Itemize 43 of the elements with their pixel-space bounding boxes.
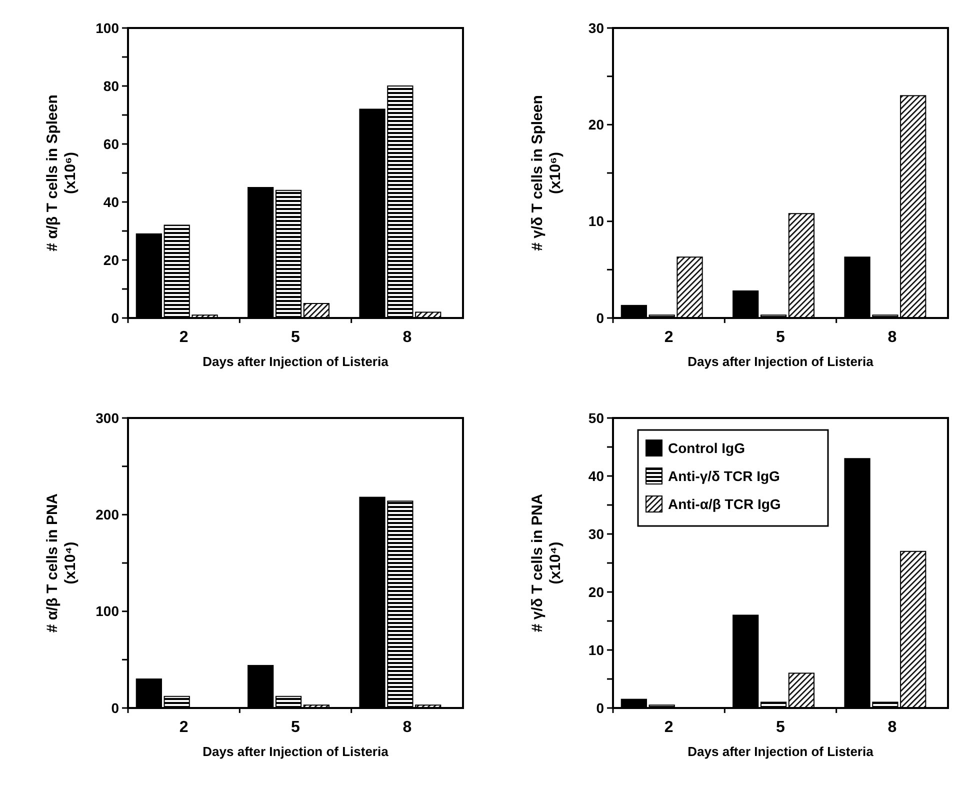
x-axis-title: Days after Injection of Listeria <box>202 744 390 759</box>
y-tick-label: 40 <box>103 194 120 210</box>
y-tick-label: 100 <box>96 603 120 620</box>
x-tick-label: 2 <box>664 329 674 346</box>
y-tick-label: 20 <box>103 252 120 268</box>
x-tick-label: 8 <box>402 719 412 736</box>
x-tick-label: 8 <box>888 329 897 346</box>
y-tick-label: 50 <box>588 410 604 426</box>
y-tick-label: 0 <box>596 310 604 326</box>
y-tick-label: 40 <box>588 468 604 484</box>
y-tick-label: 10 <box>588 642 604 658</box>
y-tick-label: 200 <box>96 506 120 523</box>
x-tick-label: 5 <box>291 719 300 736</box>
y-tick-label: 100 <box>96 20 120 36</box>
x-axis-title: Days after Injection of Listeria <box>202 354 390 369</box>
y-tick-label: 0 <box>596 700 604 716</box>
y-tick-label: 10 <box>588 213 604 230</box>
x-tick-label: 2 <box>179 719 188 736</box>
y-axis-title: # α/β T cells in PNA (x10⁴) <box>44 493 79 633</box>
y-tick-label: 80 <box>103 78 120 94</box>
x-tick-label: 2 <box>179 329 188 346</box>
y-axis-title: # α/β T cells in Spleen (x10⁶) <box>44 94 79 252</box>
y-tick-label: 20 <box>588 116 604 133</box>
x-axis-title: Days after Injection of Listeria <box>688 354 874 369</box>
x-tick-label: 8 <box>402 329 412 346</box>
y-tick-label: 0 <box>111 310 120 326</box>
y-tick-label: 20 <box>588 584 604 600</box>
x-tick-label: 2 <box>664 719 674 736</box>
y-tick-label: 60 <box>103 136 120 152</box>
legend-label: Control IgG <box>668 440 746 456</box>
y-tick-label: 30 <box>588 526 604 542</box>
y-tick-label: 0 <box>111 700 120 716</box>
x-tick-label: 5 <box>776 329 786 346</box>
y-axis-title: # γ/δ T cells in Spleen (x10⁶) <box>529 95 564 251</box>
y-axis-title: # γ/δ T cells in PNA (x10⁴) <box>529 494 564 632</box>
x-axis-title: Days after Injection of Listeria <box>688 744 874 759</box>
x-tick-label: 5 <box>291 329 300 346</box>
y-tick-label: 30 <box>588 20 604 36</box>
legend-label: Anti-γ/δ TCR IgG <box>668 468 780 484</box>
x-tick-label: 5 <box>776 719 786 736</box>
y-tick-label: 300 <box>96 410 120 426</box>
legend-label: Anti-α/β TCR IgG <box>668 496 781 512</box>
x-tick-label: 8 <box>888 719 897 736</box>
